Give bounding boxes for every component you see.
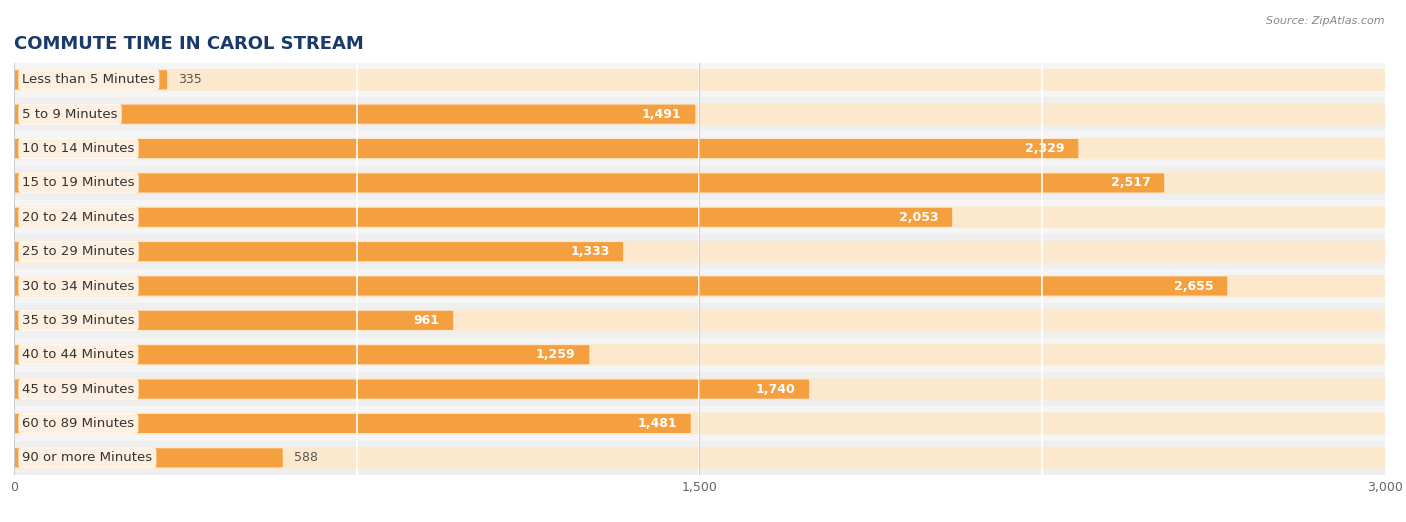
FancyBboxPatch shape — [14, 173, 1164, 193]
Text: 1,259: 1,259 — [536, 348, 575, 361]
Text: 588: 588 — [294, 452, 318, 465]
FancyBboxPatch shape — [14, 311, 453, 330]
Text: 2,053: 2,053 — [898, 211, 938, 224]
Text: 1,740: 1,740 — [755, 383, 796, 396]
FancyBboxPatch shape — [14, 63, 1385, 97]
FancyBboxPatch shape — [14, 103, 1385, 125]
FancyBboxPatch shape — [14, 206, 1385, 228]
Text: 60 to 89 Minutes: 60 to 89 Minutes — [22, 417, 135, 430]
Text: 1,481: 1,481 — [637, 417, 678, 430]
FancyBboxPatch shape — [14, 277, 1227, 295]
FancyBboxPatch shape — [14, 372, 1385, 406]
FancyBboxPatch shape — [14, 344, 1385, 366]
Text: Source: ZipAtlas.com: Source: ZipAtlas.com — [1267, 16, 1385, 26]
FancyBboxPatch shape — [14, 303, 1385, 338]
Text: 961: 961 — [413, 314, 440, 327]
FancyBboxPatch shape — [14, 338, 1385, 372]
FancyBboxPatch shape — [14, 241, 1385, 263]
FancyBboxPatch shape — [14, 379, 810, 399]
FancyBboxPatch shape — [14, 269, 1385, 303]
FancyBboxPatch shape — [14, 448, 283, 467]
FancyBboxPatch shape — [14, 406, 1385, 441]
Text: Less than 5 Minutes: Less than 5 Minutes — [22, 73, 156, 86]
FancyBboxPatch shape — [14, 208, 952, 227]
FancyBboxPatch shape — [14, 138, 1385, 160]
Text: 10 to 14 Minutes: 10 to 14 Minutes — [22, 142, 135, 155]
Text: COMMUTE TIME IN CAROL STREAM: COMMUTE TIME IN CAROL STREAM — [14, 35, 364, 53]
FancyBboxPatch shape — [14, 97, 1385, 132]
Text: 335: 335 — [179, 73, 202, 86]
FancyBboxPatch shape — [14, 139, 1078, 158]
Text: 45 to 59 Minutes: 45 to 59 Minutes — [22, 383, 135, 396]
FancyBboxPatch shape — [14, 310, 1385, 331]
FancyBboxPatch shape — [14, 414, 690, 433]
Text: 30 to 34 Minutes: 30 to 34 Minutes — [22, 279, 135, 292]
FancyBboxPatch shape — [14, 234, 1385, 269]
FancyBboxPatch shape — [14, 275, 1385, 297]
Text: 40 to 44 Minutes: 40 to 44 Minutes — [22, 348, 135, 361]
Text: 2,655: 2,655 — [1174, 279, 1213, 292]
FancyBboxPatch shape — [14, 345, 589, 364]
Text: 15 to 19 Minutes: 15 to 19 Minutes — [22, 176, 135, 189]
FancyBboxPatch shape — [14, 200, 1385, 234]
FancyBboxPatch shape — [14, 172, 1385, 194]
FancyBboxPatch shape — [14, 166, 1385, 200]
FancyBboxPatch shape — [14, 69, 1385, 91]
Text: 90 or more Minutes: 90 or more Minutes — [22, 452, 152, 465]
Text: 5 to 9 Minutes: 5 to 9 Minutes — [22, 108, 118, 121]
FancyBboxPatch shape — [14, 412, 1385, 434]
FancyBboxPatch shape — [14, 441, 1385, 475]
Text: 2,517: 2,517 — [1111, 176, 1150, 189]
FancyBboxPatch shape — [14, 104, 696, 124]
Text: 20 to 24 Minutes: 20 to 24 Minutes — [22, 211, 135, 224]
FancyBboxPatch shape — [14, 132, 1385, 166]
Text: 2,329: 2,329 — [1025, 142, 1064, 155]
Text: 35 to 39 Minutes: 35 to 39 Minutes — [22, 314, 135, 327]
FancyBboxPatch shape — [14, 242, 623, 261]
Text: 1,491: 1,491 — [643, 108, 682, 121]
FancyBboxPatch shape — [14, 447, 1385, 469]
Text: 25 to 29 Minutes: 25 to 29 Minutes — [22, 245, 135, 258]
FancyBboxPatch shape — [14, 378, 1385, 400]
Text: 1,333: 1,333 — [569, 245, 609, 258]
FancyBboxPatch shape — [14, 70, 167, 89]
